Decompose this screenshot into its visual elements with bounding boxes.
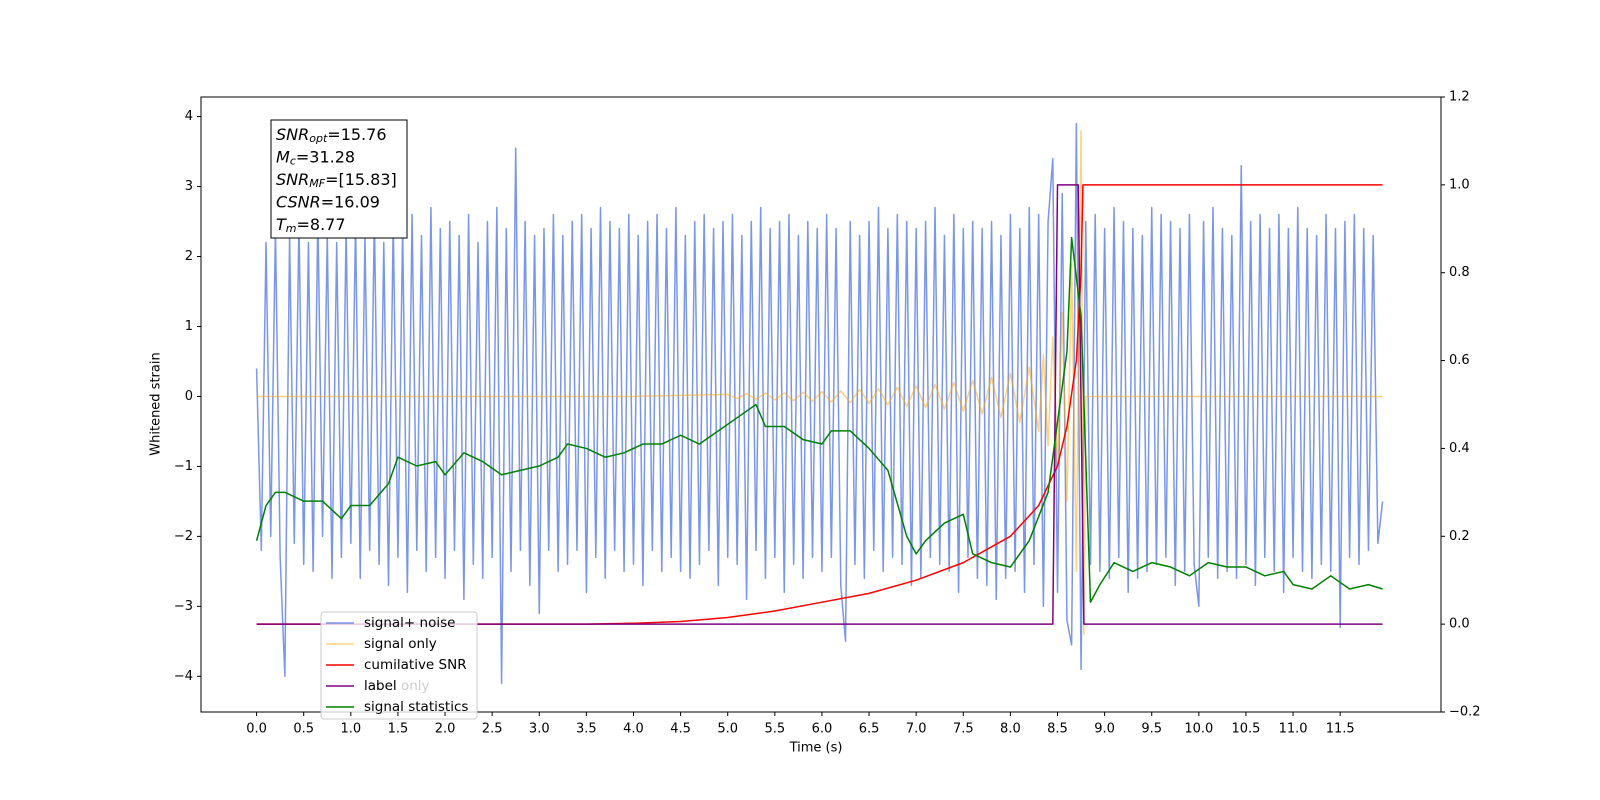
- axes-frame: [200, 96, 1442, 713]
- stats-subscript: opt: [309, 132, 328, 145]
- stats-entry: SNRMF=[15.83]: [276, 170, 397, 191]
- stats-box-frame: [270, 119, 408, 239]
- legend-label: signal statistics: [364, 699, 468, 715]
- stats-name: M: [276, 147, 290, 166]
- stats-name: SNR: [276, 125, 309, 144]
- x-tick-label: 2.0: [435, 722, 456, 737]
- y-tick-label: 1: [185, 319, 193, 334]
- x-tick-label: 5.5: [764, 722, 785, 737]
- y2-tick-label: 0.2: [1449, 529, 1470, 544]
- x-tick-label: 0.0: [246, 722, 267, 737]
- plot-area: [255, 122, 1384, 685]
- x-tick-label: 8.5: [1047, 722, 1068, 737]
- legend-label: signal only: [364, 636, 437, 652]
- x-tick-label: 9.0: [1094, 722, 1115, 737]
- x-tick-label: 4.5: [670, 722, 691, 737]
- stats-entry: Mc=31.28: [276, 147, 355, 168]
- stats-name: SNR: [276, 170, 309, 189]
- x-tick-label: 11.5: [1326, 722, 1355, 737]
- y2-tick-label: 0.6: [1449, 353, 1470, 368]
- y-tick-label: −2: [174, 529, 193, 544]
- series-line: [255, 236, 1383, 603]
- legend-frame: [320, 611, 478, 720]
- legend-label: label: [364, 678, 397, 694]
- y2-tick-label: 0.4: [1449, 441, 1470, 456]
- x-tick-label: 0.5: [293, 722, 314, 737]
- x-tick-label: 4.0: [623, 722, 644, 737]
- stats-entry: CSNR=16.09: [276, 192, 380, 211]
- y-tick-label: −1: [174, 459, 193, 474]
- y2-tick-label: 0.8: [1449, 265, 1470, 280]
- stats-box: SNRopt=15.76Mc=31.28SNRMF=[15.83]CSNR=16…: [270, 119, 408, 239]
- legend-label: cumilative SNR: [364, 657, 467, 673]
- stats-value: =16.09: [321, 192, 380, 211]
- x-tick-label: 8.0: [1000, 722, 1021, 737]
- x-tick-label: 11.0: [1279, 722, 1308, 737]
- x-tick-label: 1.0: [340, 722, 361, 737]
- stats-entry: Tm=8.77: [276, 215, 346, 236]
- x-tick-label: 7.0: [906, 722, 927, 737]
- series-line: [256, 129, 1383, 636]
- x-tick-label: 2.5: [482, 722, 503, 737]
- x-tick-label: 6.0: [812, 722, 833, 737]
- y-tick-label: −3: [174, 599, 193, 614]
- stats-name: T: [276, 215, 287, 234]
- x-tick-label: 5.0: [717, 722, 738, 737]
- stats-value: =[15.83]: [325, 170, 397, 189]
- x-tick-label: 10.0: [1184, 722, 1213, 737]
- x-tick-label: 3.0: [529, 722, 550, 737]
- y-tick-label: 2: [185, 249, 193, 264]
- y2-tick-label: 0.0: [1449, 617, 1470, 632]
- y2-tick-label: 1.0: [1449, 177, 1470, 192]
- series-line: [256, 184, 1383, 625]
- x-tick-label: 10.5: [1231, 722, 1260, 737]
- x-axis-label: Time (s): [789, 741, 843, 756]
- stats-value: =31.28: [296, 147, 355, 166]
- y2-tick-label: −0.2: [1449, 705, 1481, 720]
- stats-subscript: c: [290, 155, 296, 168]
- y-axis-label: Whitened strain: [149, 352, 164, 455]
- y2-tick-label: 1.2: [1449, 90, 1470, 105]
- legend-label: signal+ noise: [364, 615, 455, 631]
- stats-value: =8.77: [297, 215, 346, 234]
- stats-subscript: MF: [309, 177, 325, 190]
- x-tick-label: 6.5: [859, 722, 880, 737]
- y-tick-label: 3: [185, 179, 193, 194]
- x-tick-label: 3.5: [576, 722, 597, 737]
- series-line: [256, 184, 1383, 625]
- stats-name: CSNR: [276, 192, 321, 211]
- stats-entry: SNRopt=15.76: [276, 125, 387, 146]
- stats-subscript: m: [286, 222, 297, 235]
- x-tick-label: 9.5: [1141, 722, 1162, 737]
- stats-value: =15.76: [327, 125, 386, 144]
- x-tick-label: 1.5: [388, 722, 409, 737]
- y-tick-label: −4: [174, 669, 193, 684]
- x-tick-label: 7.5: [953, 722, 974, 737]
- y-tick-label: 0: [185, 389, 193, 404]
- y-tick-label: 4: [185, 109, 193, 124]
